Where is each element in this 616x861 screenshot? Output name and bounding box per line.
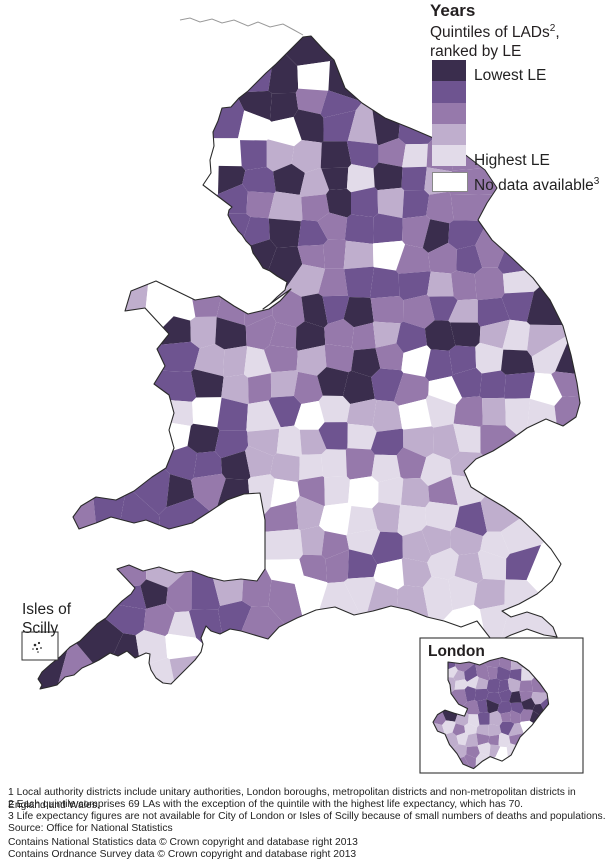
svg-text:London: London — [428, 643, 485, 660]
